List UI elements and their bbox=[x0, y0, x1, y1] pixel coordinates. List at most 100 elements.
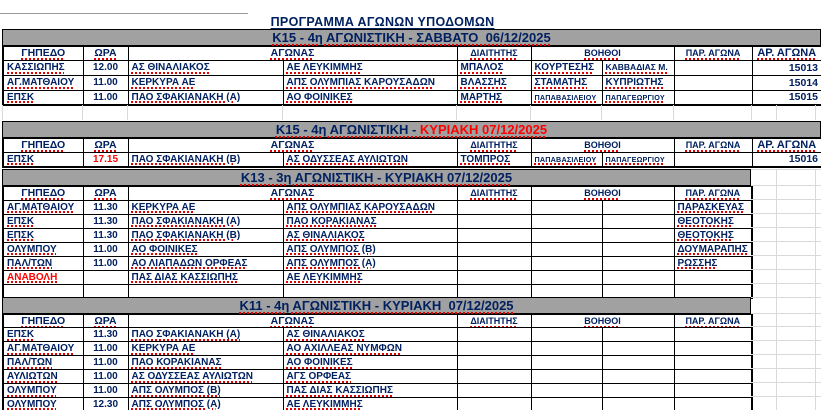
observer-cell[interactable] bbox=[673, 89, 753, 106]
column-header-match[interactable]: ΑΓΩΝΑΣ bbox=[127, 313, 458, 328]
column-header-time[interactable]: ΩΡΑ bbox=[82, 313, 129, 328]
home-team-cell[interactable] bbox=[127, 283, 284, 299]
assistant1-cell[interactable]: ΚΟΥΡΤΕΣΗΣ bbox=[530, 59, 603, 76]
venue-cell[interactable]: ΟΛΥΜΠΟΥ bbox=[2, 383, 84, 398]
referee-cell[interactable] bbox=[456, 255, 532, 271]
observer-cell[interactable]: ΠΑΡΑΣΚΕΥΑΣ bbox=[673, 199, 753, 215]
assistant1-cell[interactable] bbox=[530, 227, 603, 243]
home-team-cell[interactable]: ΠΑΟ ΣΦΑΚΙΑΝΑΚΗ (Α) bbox=[127, 89, 284, 106]
referee-cell[interactable] bbox=[456, 283, 532, 299]
away-team-cell[interactable]: ΑΣ ΘΙΝΑΛΙΑΚΟΣ bbox=[282, 227, 458, 243]
assistant2-cell[interactable]: ΚΥΠΡΙΩΤΗΣ bbox=[601, 74, 675, 91]
observer-cell[interactable] bbox=[673, 269, 753, 285]
match-number-cell[interactable]: 15015 bbox=[751, 89, 821, 106]
assistant2-cell[interactable]: ΠΑΠΑΓΕΩΡΓΙΟΥ bbox=[601, 151, 675, 168]
referee-cell[interactable]: ΒΛΑΣΣΗΣ bbox=[456, 74, 532, 91]
venue-cell[interactable]: ΕΠΣΚ bbox=[2, 227, 84, 243]
venue-cell[interactable]: ΑΓ.ΜΑΤΘΑΙΟΥ bbox=[2, 341, 84, 356]
match-number-cell[interactable]: 15016 bbox=[751, 151, 821, 168]
home-team-cell[interactable]: ΑΠΣ ΟΛΥΜΠΟΣ (Α) bbox=[127, 397, 284, 410]
away-team-cell[interactable] bbox=[282, 283, 458, 299]
assistant1-cell[interactable] bbox=[530, 213, 603, 229]
column-header-assistants[interactable]: ΒΟΗΘΟΙ bbox=[530, 137, 675, 153]
assistant1-cell[interactable] bbox=[530, 341, 603, 356]
assistant1-cell[interactable]: ΠΑΠΑΒΑΣΙΛΕΙΟΥ bbox=[530, 151, 603, 168]
referee-cell[interactable] bbox=[456, 341, 532, 356]
assistant1-cell[interactable] bbox=[530, 199, 603, 215]
venue-cell[interactable]: ΑΓ.ΜΑΤΘΑΙΟΥ bbox=[2, 199, 84, 215]
home-team-cell[interactable]: ΑΠΣ ΟΛΥΜΠΟΣ (Β) bbox=[127, 383, 284, 398]
assistant1-cell[interactable] bbox=[530, 369, 603, 384]
observer-cell[interactable] bbox=[673, 151, 753, 168]
home-team-cell[interactable]: ΑΣ ΘΙΝΑΛΙΑΚΟΣ bbox=[127, 59, 284, 76]
assistant1-cell[interactable]: ΣΤΑΜΑΤΗΣ bbox=[530, 74, 603, 91]
away-team-cell[interactable]: ΑΠΣ ΟΛΥΜΠΟΣ (Α) bbox=[282, 255, 458, 271]
away-team-cell[interactable]: ΑΣ ΟΔΥΣΣΕΑΣ ΑΥΛΙΩΤΩΝ bbox=[282, 151, 458, 168]
away-team-cell[interactable]: ΑΓΣ ΟΡΦΕΑΣ bbox=[282, 369, 458, 384]
time-cell[interactable]: 11.00 bbox=[82, 241, 129, 257]
column-header-assistants[interactable]: ΒΟΗΘΟΙ bbox=[530, 313, 675, 328]
time-cell[interactable] bbox=[82, 283, 129, 299]
away-team-cell[interactable]: ΑΟ ΦΟΙΝΙΚΕΣ bbox=[282, 355, 458, 370]
column-header-match-number[interactable]: ΑΡ. ΑΓΩΝΑ bbox=[751, 45, 821, 61]
assistant1-cell[interactable]: ΠΑΠΑΒΑΣΙΛΕΙΟΥ bbox=[530, 89, 603, 106]
home-team-cell[interactable]: ΠΑΟ ΣΦΑΚΙΑΝΑΚΗ (Α) bbox=[127, 327, 284, 342]
time-cell[interactable]: 11.30 bbox=[82, 327, 129, 342]
time-cell[interactable]: 11.00 bbox=[82, 355, 129, 370]
home-team-cell[interactable]: ΠΑΟ ΣΦΑΚΙΑΝΑΚΗ (Β) bbox=[127, 227, 284, 243]
home-team-cell[interactable]: ΚΕΡΚΥΡΑ ΑΕ bbox=[127, 199, 284, 215]
venue-cell[interactable]: ΟΛΥΜΠΟΥ bbox=[2, 241, 84, 257]
home-team-cell[interactable]: ΠΑΟ ΚΟΡΑΚΙΑΝΑΣ bbox=[127, 355, 284, 370]
observer-cell[interactable] bbox=[673, 283, 753, 299]
venue-cell[interactable]: ΑΥΛΙΩΤΩΝ bbox=[2, 369, 84, 384]
assistant2-cell[interactable]: ΚΑΒΒΑΔΙΑΣ Μ. bbox=[601, 59, 675, 76]
home-team-cell[interactable]: ΚΕΡΚΥΡΑ ΑΕ bbox=[127, 74, 284, 91]
assistant1-cell[interactable] bbox=[530, 241, 603, 257]
section-header-band[interactable]: Κ15 - 4η ΑΓΩΝΙΣΤΙΚΗ - ΣΑΒΒΑΤΟ 06/12/2025 bbox=[2, 29, 821, 45]
time-cell[interactable]: 12.30 bbox=[82, 397, 129, 410]
venue-cell[interactable]: ΚΑΣΣΙΩΠΗΣ bbox=[2, 59, 84, 76]
time-cell[interactable]: 11.00 bbox=[82, 369, 129, 384]
referee-cell[interactable] bbox=[456, 383, 532, 398]
referee-cell[interactable] bbox=[456, 327, 532, 342]
away-team-cell[interactable]: ΑΕ ΛΕΥΚΙΜΜΗΣ bbox=[282, 397, 458, 410]
assistant2-cell[interactable] bbox=[601, 383, 675, 398]
venue-cell[interactable]: ΕΠΣΚ bbox=[2, 327, 84, 342]
away-team-cell[interactable]: ΑΠΣ ΟΛΥΜΠΙΑΣ ΚΑΡΟΥΣΑΔΩΝ bbox=[282, 74, 458, 91]
referee-cell[interactable] bbox=[456, 227, 532, 243]
column-header-referee[interactable]: ΔΙΑΙΤΗΤΗΣ bbox=[456, 45, 532, 61]
venue-cell[interactable]: ΕΠΣΚ bbox=[2, 213, 84, 229]
observer-cell[interactable] bbox=[673, 59, 753, 76]
home-team-cell[interactable]: ΑΟ ΛΙΑΠΑΔΩΝ ΟΡΦΕΑΣ bbox=[127, 255, 284, 271]
observer-cell[interactable] bbox=[673, 355, 753, 370]
assistant1-cell[interactable] bbox=[530, 355, 603, 370]
column-header-observer[interactable]: ΠΑΡ. ΑΓΩΝΑ bbox=[673, 45, 753, 61]
away-team-cell[interactable]: ΠΑΣ ΔΙΑΣ ΚΑΣΣΙΩΠΗΣ bbox=[282, 383, 458, 398]
time-cell[interactable]: 11.30 bbox=[82, 213, 129, 229]
column-header-referee[interactable]: ΔΙΑΙΤΗΤΗΣ bbox=[456, 313, 532, 328]
assistant2-cell[interactable] bbox=[601, 199, 675, 215]
column-header-venue[interactable]: ΓΗΠΕΔΟ bbox=[2, 185, 84, 201]
assistant1-cell[interactable] bbox=[530, 255, 603, 271]
referee-cell[interactable]: ΜΑΡΤΗΣ bbox=[456, 89, 532, 106]
referee-cell[interactable]: ΜΠΑΛΟΣ bbox=[456, 59, 532, 76]
assistant2-cell[interactable] bbox=[601, 227, 675, 243]
match-number-cell[interactable]: 15013 bbox=[751, 59, 821, 76]
venue-cell[interactable]: ΟΛΥΜΠΟΥ bbox=[2, 397, 84, 410]
assistant1-cell[interactable] bbox=[530, 269, 603, 285]
observer-cell[interactable]: ΘΕΟΤΟΚΗΣ bbox=[673, 227, 753, 243]
away-team-cell[interactable]: ΑΠΣ ΟΛΥΜΠΟΣ (Β) bbox=[282, 241, 458, 257]
column-header-observer[interactable]: ΠΑΡ. ΑΓΩΝΑ bbox=[673, 185, 753, 201]
home-team-cell[interactable]: ΚΕΡΚΥΡΑ ΑΕ bbox=[127, 341, 284, 356]
away-team-cell[interactable]: ΑΕ ΛΕΥΚΙΜΜΗΣ bbox=[282, 59, 458, 76]
assistant1-cell[interactable] bbox=[530, 397, 603, 410]
observer-cell[interactable]: ΔΟΥΜΑΡΑΠΗΣ bbox=[673, 241, 753, 257]
observer-cell[interactable] bbox=[673, 397, 753, 410]
column-header-match-number[interactable]: ΑΡ. ΑΓΩΝΑ bbox=[751, 137, 821, 153]
column-header-time[interactable]: ΩΡΑ bbox=[82, 185, 129, 201]
home-team-cell[interactable]: ΑΣ ΟΔΥΣΣΕΑΣ ΑΥΛΙΩΤΩΝ bbox=[127, 369, 284, 384]
match-number-cell[interactable]: 15014 bbox=[751, 74, 821, 91]
column-header-venue[interactable]: ΓΗΠΕΔΟ bbox=[2, 45, 84, 61]
column-header-match[interactable]: ΑΓΩΝΑΣ bbox=[127, 185, 458, 201]
observer-cell[interactable] bbox=[673, 341, 753, 356]
